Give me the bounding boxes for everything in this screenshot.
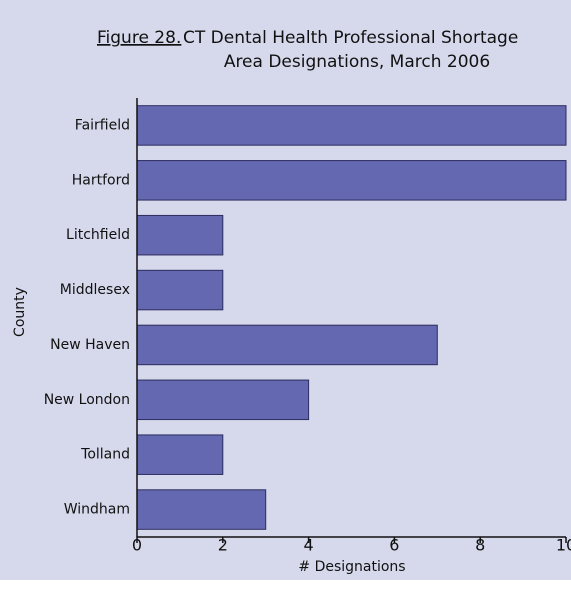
- bar: [137, 380, 309, 420]
- chart-title: Area Designations, March 2006: [224, 52, 490, 72]
- y-tick-label: Windham: [64, 502, 130, 518]
- bar: [137, 435, 223, 475]
- bar: [137, 490, 266, 530]
- bar: [137, 270, 223, 310]
- bar: [137, 325, 437, 365]
- bar: [137, 106, 566, 146]
- y-tick-label: Hartford: [72, 172, 130, 188]
- x-tick-label: 0: [132, 536, 142, 555]
- y-tick-label: Tolland: [80, 447, 130, 463]
- x-tick-label: 2: [218, 536, 228, 555]
- y-tick-label: Middlesex: [60, 282, 130, 298]
- chart-title: CT Dental Health Professional Shortage: [183, 28, 518, 48]
- bar: [137, 161, 566, 201]
- y-tick-label: Litchfield: [66, 227, 130, 243]
- x-tick-label: 6: [389, 536, 399, 555]
- y-tick-label: Fairfield: [75, 117, 130, 133]
- x-tick-label: 4: [304, 536, 314, 555]
- chart: Figure 28. CT Dental Health Professional…: [0, 0, 571, 592]
- page: Figure 28. CT Dental Health Professional…: [0, 0, 571, 592]
- x-tick-label: 10: [556, 536, 571, 555]
- figure-label: Figure 28.: [97, 28, 181, 48]
- y-axis-label: County: [12, 287, 28, 337]
- x-axis-label: # Designations: [298, 559, 405, 575]
- x-tick-label: 8: [475, 536, 485, 555]
- y-tick-label: New Haven: [50, 337, 130, 353]
- bar: [137, 215, 223, 255]
- y-tick-label: New London: [44, 392, 130, 408]
